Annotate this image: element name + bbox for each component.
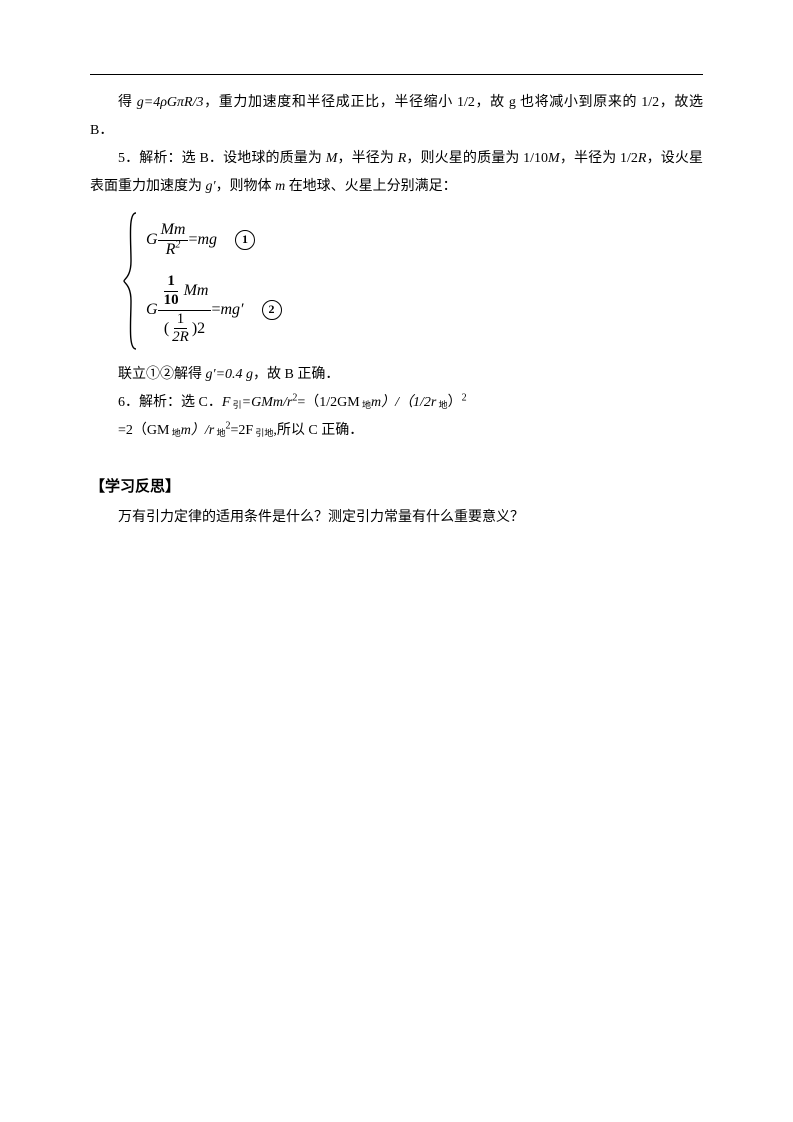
page: 得 g=4ρGπR/3，重力加速度和半径成正比，半径缩小 1/2，故 g 也将减… (0, 0, 793, 1122)
eq1-fraction: Mm R2 (158, 222, 189, 259)
paragraph-2: 5．解析：选 B．设地球的质量为 M，半径为 R，则火星的质量为 1/10M，半… (90, 145, 703, 201)
eq2-right: mg′ (220, 301, 243, 319)
reflection-question: 万有引力定律的适用条件是什么？测定引力常量有什么重要意义？ (90, 504, 703, 532)
p4-eqa: =GMm/r (242, 395, 293, 410)
p5-sub-b: 地 (214, 428, 225, 438)
eq2-eq: = (211, 301, 220, 319)
p2-m: m (275, 179, 285, 194)
p3-tb: ，故 B 正确． (253, 367, 339, 382)
p2-tg: 在地球、火星上分别满足： (285, 179, 457, 194)
eq1-G: G (146, 231, 158, 249)
p2-td: ，半径为 1/2 (560, 151, 638, 166)
equation-2: G 1 10 Mm ( 1 2R )2 = (146, 269, 703, 351)
p4-eqb: =（1/2GM (297, 395, 359, 410)
eq1-right: mg (197, 231, 217, 249)
paragraph-4: 6．解析：选 C．F 引=GMm/r2=（1/2GM 地m）/（1/2r 地）2 (90, 389, 703, 417)
equation-system: G Mm R2 = mg 1 G 1 10 (136, 211, 703, 351)
p5-tb: m）/r (181, 423, 214, 438)
eq2-inner-den-frac: 1 2R (169, 312, 192, 347)
eq2-num-tail: Mm (184, 282, 209, 299)
p1-formula: g=4ρGπR/3 (137, 95, 204, 110)
equation-1: G Mm R2 = mg 1 (146, 211, 703, 269)
eq2-innum-d: 10 (161, 292, 182, 309)
p2-R: R (398, 151, 407, 166)
paragraph-1: 得 g=4ρGπR/3，重力加速度和半径成正比，半径缩小 1/2，故 g 也将减… (90, 89, 703, 145)
left-brace-icon (122, 211, 140, 351)
p4-sub-a: 引 (230, 400, 241, 410)
p2-tb: ，半径为 (337, 151, 397, 166)
p4-eqd: ） (448, 395, 462, 410)
p2-M: M (326, 151, 338, 166)
p4-sup-d: 2 (462, 392, 467, 403)
p2-ta: 设地球的质量为 (223, 151, 326, 166)
eq2-inden-n: 1 (174, 312, 188, 330)
eq2-den-close: )2 (192, 319, 205, 336)
eq1-num: Mm (158, 222, 189, 241)
paragraph-5: =2（GM 地m）/r 地2=2F 引地,所以 C 正确． (90, 417, 703, 445)
eq1-den: R2 (163, 241, 184, 259)
p2-M2: M (548, 151, 560, 166)
p2-label: 5．解析：选 B． (118, 151, 223, 166)
eq2-outer-num: 1 10 Mm (158, 274, 212, 311)
eq1-den-exp: 2 (175, 239, 180, 250)
equation-rows: G Mm R2 = mg 1 G 1 10 (136, 211, 703, 351)
p4-sub-b: 地 (360, 400, 371, 410)
eq2-G: G (146, 301, 158, 319)
eq1-den-R: R (166, 241, 176, 258)
p4-sub-c: 地 (436, 400, 447, 410)
p2-tf: ，则物体 (216, 179, 276, 194)
p5-ta: =2（GM (118, 423, 169, 438)
p2-tc: ，则火星的质量为 1/10 (406, 151, 548, 166)
p1-prefix: 得 (118, 95, 137, 110)
p5-sub-c: 引地 (253, 428, 273, 438)
p5-tc: =2F (230, 423, 253, 438)
p5-td: ,所以 C 正确． (273, 423, 363, 438)
paragraph-3: 联立①②解得 g′=0.4 g，故 B 正确． (90, 361, 703, 389)
eq2-marker: 2 (262, 300, 282, 320)
p3-ta: 联立①②解得 (118, 367, 206, 382)
p4-eqc: m）/（1/2r (371, 395, 436, 410)
eq1-eq: = (188, 231, 197, 249)
eq2-outer-fraction: 1 10 Mm ( 1 2R )2 (158, 274, 212, 346)
p4-label: 6．解析：选 C． (118, 395, 222, 410)
eq1-marker: 1 (235, 230, 255, 250)
eq2-innum-n: 1 (164, 274, 178, 292)
top-rule (90, 74, 703, 75)
p5-sub-a: 地 (169, 428, 180, 438)
p2-gprime: g′ (206, 179, 216, 194)
p3-result: g′=0.4 g (206, 367, 254, 382)
eq2-outer-den: ( 1 2R )2 (161, 311, 208, 347)
section-heading: 【学习反思】 (90, 475, 703, 496)
eq2-inner-num-frac: 1 10 (161, 274, 182, 309)
eq2-inden-d: 2R (169, 329, 192, 346)
